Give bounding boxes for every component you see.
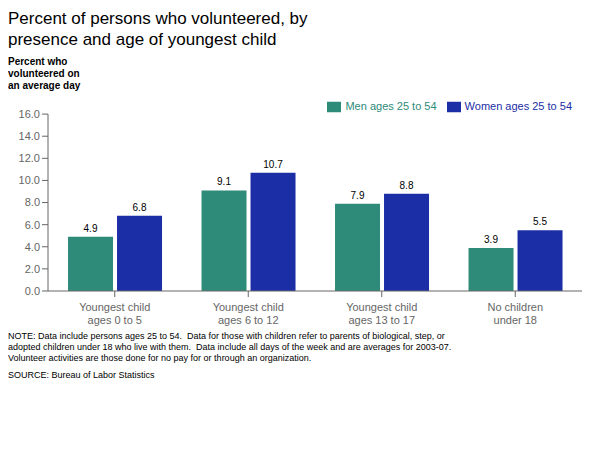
html-text:Percent who volunteered on an: Percent who volunteered on an average da… (8, 56, 81, 91)
svg-text:16.0: 16.0 (19, 108, 40, 120)
svg-text:Youngest childages 6 to 12: Youngest childages 6 to 12 (213, 301, 284, 326)
svg-text:6.0: 6.0 (25, 219, 40, 231)
html-text:Percent of persons who volunte: Percent of persons who volunteered, by p… (8, 9, 308, 49)
svg-text:Youngest childages 0 to 5: Youngest childages 0 to 5 (79, 301, 150, 326)
svg-text:0.0: 0.0 (25, 285, 40, 297)
svg-text:10.0: 10.0 (19, 174, 40, 186)
svg-text:8.0: 8.0 (25, 196, 40, 208)
svg-text:8.8: 8.8 (400, 180, 414, 191)
svg-text:9.1: 9.1 (217, 176, 231, 187)
svg-text:4.9: 4.9 (84, 223, 98, 234)
svg-text:14.0: 14.0 (19, 130, 40, 142)
html-text:Women ages 25 to 54: Women ages 25 to 54 (464, 100, 572, 112)
svg-text:10.7: 10.7 (263, 159, 283, 170)
html-text:NOTE: Data include persons age: NOTE: Data include persons ages 25 to 54… (8, 331, 452, 363)
svg-text:6.8: 6.8 (133, 202, 147, 213)
svg-text:2.0: 2.0 (25, 263, 40, 275)
svg-text:No childrenunder 18: No childrenunder 18 (487, 301, 543, 326)
svg-text:5.5: 5.5 (533, 216, 547, 227)
svg-text:3.9: 3.9 (484, 234, 498, 245)
svg-text:7.9: 7.9 (351, 190, 365, 201)
svg-text:Youngest childages 13 to 17: Youngest childages 13 to 17 (346, 301, 417, 326)
html-text:SOURCE: Bureau of Labor Statis: SOURCE: Bureau of Labor Statistics (8, 370, 155, 380)
svg-text:4.0: 4.0 (25, 241, 40, 253)
svg-text:12.0: 12.0 (19, 152, 40, 164)
html-text:Men ages 25 to 54: Men ages 25 to 54 (345, 100, 437, 112)
